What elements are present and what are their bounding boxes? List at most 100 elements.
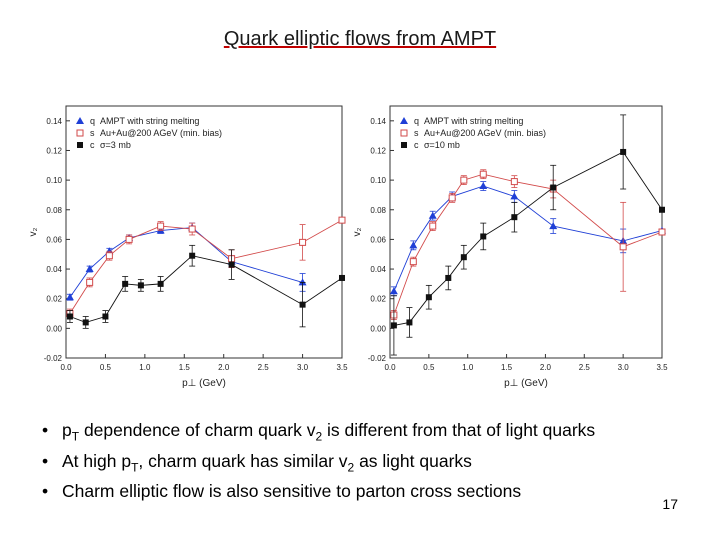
data-point-s (157, 222, 165, 230)
legend-marker-c (77, 142, 83, 148)
y-tick-label: 0.02 (370, 295, 386, 304)
chart-sigma-10mb: -0.02 0.00 0.02 0.04 0.06 0.08 0.10 0.12 0.14 0.0… (352, 100, 670, 390)
data-point-q (549, 222, 558, 230)
y-tick-label: 0.04 (370, 265, 386, 274)
annotation-line: Au+Au@200 AGeV (min. bias) (100, 128, 222, 138)
data-point-c (659, 206, 665, 213)
y-tick-label: 0.10 (46, 176, 62, 185)
y-tick-label: 0.00 (46, 324, 62, 333)
data-point-s (510, 178, 518, 186)
data-point-q (389, 287, 398, 295)
data-point-s (409, 258, 417, 266)
x-tick-label: 3.0 (297, 363, 309, 372)
x-tick-label: 2.5 (258, 363, 270, 372)
data-point-s (429, 222, 437, 230)
data-point-q (65, 293, 74, 301)
y-tick-label: 0.14 (46, 117, 62, 126)
series-line-s (69, 219, 343, 314)
legend-label-s: s (414, 128, 419, 138)
data-point-q (298, 278, 307, 286)
data-point-c (122, 280, 129, 287)
x-tick-label: 2.0 (218, 363, 230, 372)
legend-marker-q (400, 117, 408, 124)
data-point-s (105, 252, 113, 260)
legend-marker-q (76, 117, 84, 124)
data-point-s (479, 170, 487, 178)
legend-marker-s (400, 129, 408, 137)
data-point-c (102, 313, 109, 320)
x-tick-label: 1.0 (139, 363, 151, 372)
series-line-c (69, 255, 343, 323)
data-point-c (228, 261, 235, 268)
y-tick-label: 0.12 (370, 146, 386, 155)
y-tick-label: 0.06 (370, 235, 386, 244)
series-line-s (393, 173, 663, 316)
annotation-line: AMPT with string melting (100, 116, 199, 126)
series-line-q (393, 185, 663, 292)
y-axis-label: v₂ (352, 227, 363, 236)
y-axis-label: v₂ (28, 227, 39, 236)
legend-marker-c (401, 142, 407, 148)
legend-label-c: c (414, 140, 419, 150)
annotation-line: σ=3 mb (100, 140, 131, 150)
data-point-q (85, 265, 94, 273)
y-tick-label: 0.08 (370, 206, 386, 215)
data-point-s (460, 176, 468, 184)
data-point-c (390, 322, 397, 329)
x-tick-label: 3.5 (336, 363, 348, 372)
x-tick-label: 0.5 (100, 363, 112, 372)
x-tick-label: 1.5 (179, 363, 191, 372)
data-point-s (86, 278, 94, 286)
data-point-s (299, 238, 307, 246)
data-point-c (137, 282, 144, 289)
y-tick-label: 0.00 (370, 324, 386, 333)
y-tick-label: -0.02 (368, 354, 387, 363)
y-tick-label: 0.10 (370, 176, 386, 185)
data-point-q (428, 211, 437, 219)
y-tick-label: 0.08 (46, 206, 62, 215)
y-tick-label: 0.04 (46, 265, 62, 274)
x-tick-label: 0.0 (60, 363, 72, 372)
data-point-q (479, 182, 488, 190)
legend-label-q: q (90, 116, 95, 126)
legend-marker-s (76, 129, 84, 137)
data-point-q (409, 241, 418, 249)
legend-label-c: c (90, 140, 95, 150)
data-point-c (511, 214, 518, 221)
x-tick-label: 0.0 (384, 363, 396, 372)
y-tick-label: 0.12 (46, 146, 62, 155)
data-point-c (406, 319, 413, 326)
y-tick-label: 0.06 (46, 235, 62, 244)
annotation-line: AMPT with string melting (424, 116, 523, 126)
data-point-c (480, 233, 487, 240)
y-tick-label: 0.14 (370, 117, 386, 126)
data-point-s (338, 216, 346, 224)
data-point-c (299, 301, 306, 308)
x-tick-label: 1.0 (462, 363, 474, 372)
x-tick-label: 1.5 (501, 363, 513, 372)
data-point-c (620, 148, 627, 155)
data-point-s (125, 235, 133, 243)
bullet-item: pT dependence of charm quark v2 is diffe… (40, 418, 700, 449)
annotation-line: Au+Au@200 AGeV (min. bias) (424, 128, 546, 138)
y-tick-label: -0.02 (44, 354, 63, 363)
data-point-c (339, 274, 345, 281)
data-point-c (189, 252, 196, 259)
data-point-q (510, 192, 519, 200)
x-tick-label: 0.5 (423, 363, 435, 372)
data-point-c (460, 254, 467, 261)
series-line-q (69, 227, 303, 298)
x-tick-label: 3.0 (618, 363, 630, 372)
data-point-c (550, 184, 557, 191)
bullet-item: At high pT, charm quark has similar v2 a… (40, 449, 700, 480)
bullet-list: pT dependence of charm quark v2 is diffe… (40, 418, 700, 503)
chart-sigma-3mb: -0.02 0.00 0.02 0.04 0.06 0.08 0.10 0.12 0.14 0.0… (28, 100, 350, 390)
data-point-c (425, 294, 432, 301)
data-point-c (157, 280, 164, 287)
x-tick-label: 2.0 (540, 363, 552, 372)
data-point-s (448, 194, 456, 202)
plot-frame (65, 105, 343, 359)
x-axis-label: p⊥ (GeV) (182, 378, 226, 389)
annotation-line: σ=10 mb (424, 140, 460, 150)
data-point-s (658, 228, 666, 236)
